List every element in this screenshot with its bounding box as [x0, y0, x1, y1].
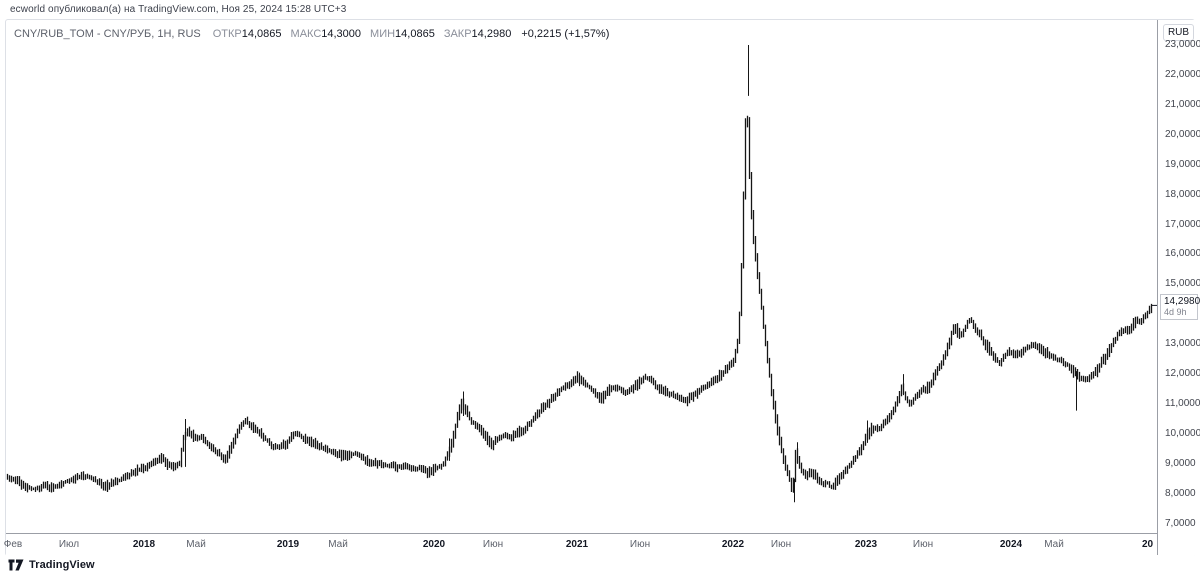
- change-value: +0,2215 (+1,57%): [521, 28, 610, 40]
- month-tick-label: Июн: [912, 539, 934, 550]
- chart-legend: CNY/RUB_TOM - CNY/РУБ, 1H, RUS ОТКР14,086…: [14, 28, 609, 40]
- ohlc-field: МАКС14,3000: [290, 28, 362, 40]
- price-tick: 10,0000: [1165, 428, 1200, 439]
- year-tick-label: 2024: [999, 539, 1023, 550]
- price-tick: 11,0000: [1165, 398, 1200, 409]
- price-tick: 23,0000: [1165, 39, 1200, 50]
- price-tick: 9,0000: [1165, 457, 1196, 469]
- time-scale[interactable]: Фев Июл 2018 Май 2019 Май 2020 Июн 2021 Июн 2022 Ию…: [3, 533, 1194, 556]
- price-tick: 20,0000: [1165, 128, 1200, 140]
- ohlc-field: ОТКР14,0865: [212, 28, 282, 40]
- price-tick: 8,0000: [1165, 487, 1196, 499]
- price-tick: 12,0000: [1165, 368, 1200, 380]
- price-tick: 13,0000: [1165, 338, 1200, 350]
- candlestick-plot[interactable]: [6, 20, 1157, 533]
- currency-button[interactable]: RUB: [1163, 24, 1194, 41]
- ohlc-field: МИН14,0865: [370, 28, 435, 40]
- footer-attribution[interactable]: TradingView: [8, 559, 95, 571]
- price-tick: 7,0000: [1165, 517, 1196, 529]
- last-price-label: 14,2980 4d 9h: [1160, 294, 1200, 321]
- month-tick-label: Май: [186, 539, 206, 550]
- bar-countdown: 4d 9h: [1164, 307, 1187, 318]
- price-scale[interactable]: RUB 14,2980 4d 9h 23,0000 22,0000 21,0000 2…: [1157, 20, 1200, 555]
- month-tick-label: Июн: [629, 539, 651, 550]
- year-tick-label: 2023: [854, 539, 878, 550]
- year-tick-label: 2022: [721, 539, 745, 550]
- last-price-value: 14,2980: [1164, 296, 1200, 308]
- ohlc-field: ЗАКР14,2980: [443, 28, 512, 40]
- tradingview-logo-icon: [8, 559, 24, 571]
- month-tick-label: Май: [328, 539, 348, 550]
- price-tick: 19,0000: [1165, 158, 1200, 170]
- year-tick-label: 20: [1142, 539, 1154, 550]
- month-tick-label: Июн: [482, 539, 504, 550]
- price-tick: 17,0000: [1165, 218, 1200, 230]
- month-tick-label: Июл: [58, 539, 80, 550]
- ohlc-values: ОТКР14,0865 МАКС14,3000 МИН14,0865 ЗАКР14,2…: [213, 28, 521, 40]
- price-tick: 22,0000: [1165, 68, 1200, 80]
- month-tick-label: Июн: [770, 539, 792, 550]
- year-tick-label: 2021: [565, 539, 589, 550]
- year-tick-label: 2019: [276, 539, 300, 550]
- tradingview-wordmark: TradingView: [29, 559, 95, 571]
- price-tick: 18,0000: [1165, 188, 1200, 200]
- price-tick: 16,0000: [1165, 248, 1200, 260]
- month-tick-label: Фев: [3, 539, 23, 550]
- symbol-title[interactable]: CNY/RUB_TOM - CNY/РУБ, 1H, RUS: [14, 28, 201, 40]
- month-tick-label: Май: [1044, 539, 1064, 550]
- publish-attribution: ecworld опубликовал(а) на TradingView.co…: [10, 4, 347, 15]
- price-tick: 21,0000: [1165, 98, 1200, 110]
- year-tick-label: 2020: [422, 539, 446, 550]
- year-tick-label: 2018: [132, 539, 156, 550]
- price-tick: 15,0000: [1165, 278, 1200, 290]
- chart-widget: CNY/RUB_TOM - CNY/РУБ, 1H, RUS ОТКР14,086…: [3, 19, 1200, 556]
